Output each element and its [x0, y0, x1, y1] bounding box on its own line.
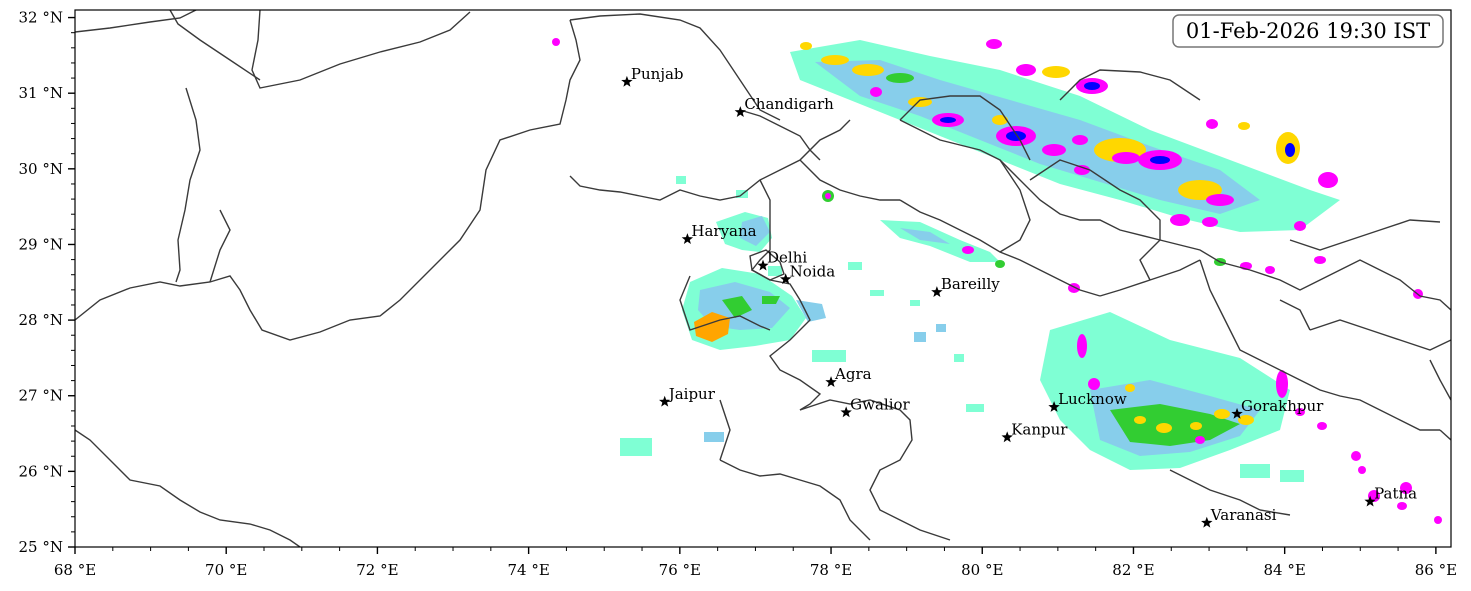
y-tick-label: 31 °N [19, 84, 63, 102]
city-star-icon [681, 233, 694, 245]
city-label: Gwalior [850, 395, 910, 413]
eastern-heavy-cells [1077, 334, 1442, 524]
y-tick-label: 25 °N [19, 538, 63, 556]
x-tick-label: 84 °E [1264, 561, 1306, 579]
x-tick-label: 80 °E [961, 561, 1003, 579]
state-borders [75, 10, 1451, 547]
city-label: Jaipur [667, 385, 716, 403]
precip-cell [704, 432, 724, 442]
precip-cell [870, 290, 884, 296]
city-label: Varanasi [1210, 506, 1277, 524]
y-tick-label: 27 °N [19, 387, 63, 405]
precip-cell [676, 176, 686, 184]
y-tick-label: 29 °N [19, 235, 63, 253]
city-star-icon [825, 376, 837, 387]
precip-cell [768, 266, 782, 276]
timestamp-label: 01-Feb-2026 19:30 IST [1186, 19, 1430, 43]
intense-cells [552, 35, 1423, 299]
x-tick-label: 74 °E [507, 561, 549, 579]
city-star-icon [734, 106, 747, 117]
city-label: Gorakhpur [1241, 397, 1324, 415]
precip-cell [762, 296, 780, 304]
x-tick-label: 76 °E [659, 561, 701, 579]
precip-cell [1280, 470, 1304, 482]
x-tick-label: 72 °E [356, 561, 398, 579]
city-label: Bareilly [941, 275, 1000, 293]
city-star-icon [621, 75, 633, 87]
x-tick-label: 82 °E [1112, 561, 1154, 579]
city-label: Noida [790, 262, 836, 280]
city-star-icon [1364, 495, 1376, 507]
precip-cell [966, 404, 984, 412]
city-label: Patna [1374, 485, 1417, 503]
city-star-icon [1048, 401, 1060, 412]
city-star-icon [840, 406, 852, 418]
y-tick-label: 28 °N [19, 311, 63, 329]
x-axis: 68 °E 70 °E 72 °E 74 °E 76 °E 78 °E 80 °E 82 °E… [54, 547, 1457, 579]
y-tick-label: 26 °N [19, 462, 63, 480]
city-star-icon [1201, 516, 1213, 528]
y-tick-label: 30 °N [19, 160, 63, 178]
city-label: Punjab [631, 65, 684, 83]
precip-cell [914, 332, 926, 342]
city-label: Lucknow [1058, 390, 1127, 408]
city-star-icon [1001, 431, 1013, 443]
precip-cell [740, 216, 770, 246]
timestamp-box: 01-Feb-2026 19:30 IST [1172, 14, 1444, 48]
precip-cell [1240, 464, 1270, 478]
city-star-icon [1231, 407, 1243, 419]
city-star-icon [659, 395, 671, 407]
precip-cell [936, 324, 946, 332]
x-tick-label: 78 °E [810, 561, 852, 579]
city-star-icon [779, 273, 792, 285]
precip-cell [620, 438, 652, 456]
city-label: Chandigarh [744, 95, 834, 113]
city-label: Agra [834, 365, 872, 383]
precip-cell [910, 300, 920, 306]
precip-cell [900, 228, 950, 244]
plot-frame [74, 9, 1452, 548]
y-tick-label: 32 °N [19, 9, 63, 27]
city-label: Haryana [691, 222, 756, 240]
y-axis: 25 °N 26 °N 27 °N 28 °N 29 °N 30 °N 31 °N 32 °N [19, 9, 75, 556]
city-star-icon [931, 286, 943, 297]
precip-cell [1110, 404, 1240, 446]
precip-cell [954, 354, 964, 362]
precip-cell [848, 262, 862, 270]
precip-cell [722, 296, 752, 318]
precip-cell [812, 350, 846, 362]
city-label: Delhi [767, 249, 807, 267]
x-tick-label: 70 °E [205, 561, 247, 579]
city-star-icon [757, 259, 769, 271]
city-label: Kanpur [1011, 420, 1068, 438]
x-tick-label: 68 °E [54, 561, 96, 579]
x-tick-label: 86 °E [1415, 561, 1457, 579]
